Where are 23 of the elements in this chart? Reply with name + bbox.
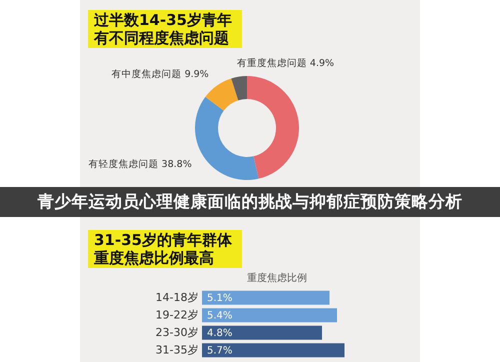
slice-label: 有重度焦虑问题 4.9% — [236, 56, 334, 69]
donut-slice — [195, 96, 259, 180]
chart-title: 过半数14-35岁青年有不同程度焦虑问题 — [88, 10, 242, 48]
data-label: 5.1% — [207, 292, 232, 304]
donut-slice — [231, 76, 247, 100]
y-tick-label: 14-18岁 — [156, 290, 198, 304]
slice-label: 有轻度焦虑问题 38.8% — [88, 158, 192, 170]
data-label: 5.4% — [207, 310, 232, 322]
data-label: 5.7% — [207, 345, 232, 356]
bar — [202, 343, 344, 358]
bar — [202, 308, 337, 322]
data-label: 4.8% — [207, 328, 232, 339]
y-tick-label: 23-30岁 — [156, 326, 198, 339]
text: 青少年运动员心理健康面临的挑战与抑郁症预防策略分析 — [0, 187, 500, 217]
bar — [202, 290, 330, 305]
y-tick-label: 31-35岁 — [156, 343, 198, 356]
slice-label: 有中度焦虑问题 9.9% — [112, 68, 209, 80]
donut-slice — [205, 78, 238, 111]
donut-slice — [247, 76, 299, 179]
chart-title: 31-35岁的青年群体重度焦虑比例最高 — [88, 230, 242, 268]
y-tick-label: 19-22岁 — [156, 308, 198, 322]
bar — [202, 326, 322, 340]
chart-subtitle: 重度焦虑比例 — [247, 272, 307, 284]
